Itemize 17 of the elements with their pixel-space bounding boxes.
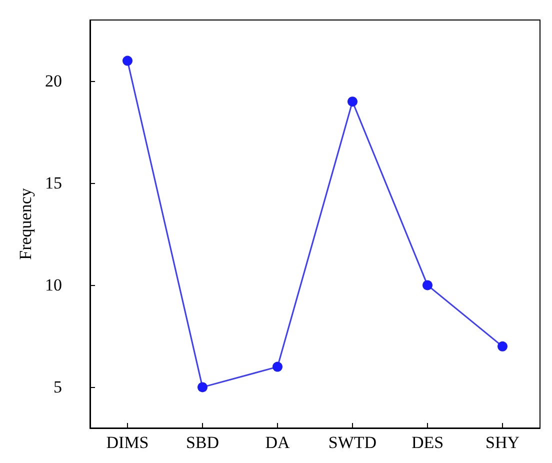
point (272, 362, 282, 372)
x-tick-label: DA (265, 433, 290, 452)
y-tick-label: 10 (45, 276, 62, 295)
point (122, 56, 132, 66)
x-tick-label: SWTD (328, 433, 377, 452)
point (422, 280, 432, 290)
point (498, 341, 508, 352)
y-tick-label: 20 (45, 72, 62, 91)
y-axis-title: Frequency (16, 188, 36, 260)
point (348, 96, 358, 107)
x-tick-label: SBD (186, 433, 220, 452)
x-tick-label: DIMS (106, 433, 149, 452)
point (198, 382, 208, 392)
y-tick-label: 15 (45, 174, 62, 193)
y-tick-label: 5 (54, 378, 62, 397)
x-tick-label: DES (411, 433, 444, 452)
x-tick-label: SHY (485, 433, 520, 452)
